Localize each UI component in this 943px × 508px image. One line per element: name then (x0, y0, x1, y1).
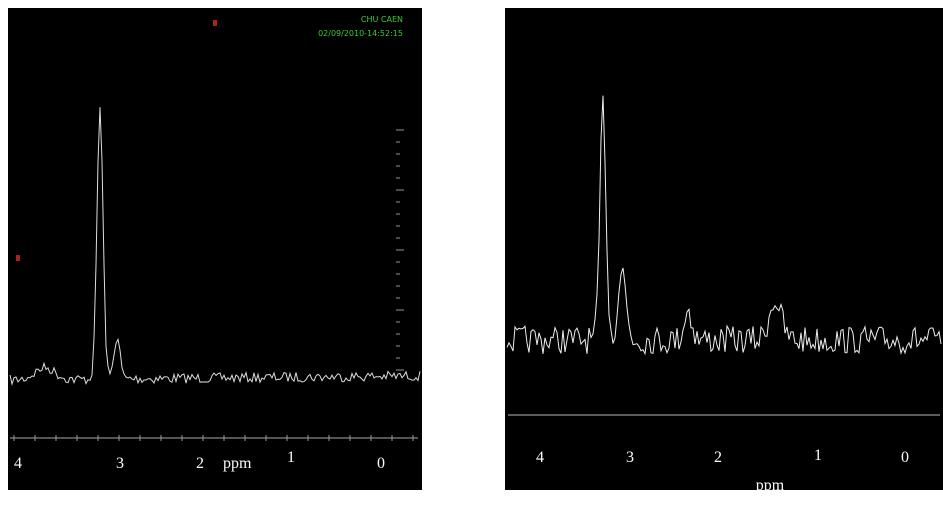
right-spectrum (506, 95, 942, 356)
scale-ticks (13, 129, 414, 441)
site-label: CHU CAEN (361, 15, 403, 24)
axis-label: 1 (814, 447, 822, 464)
unit-label: ppm (756, 477, 785, 494)
axis-label: 1 (287, 449, 295, 466)
axis-label: ppm (223, 455, 252, 472)
axis-label: 4 (14, 455, 22, 472)
left-spectrum (9, 107, 421, 387)
axis-label: 2 (714, 449, 722, 466)
left-panel (8, 8, 422, 490)
axis-label: 2 (196, 455, 204, 472)
marker (16, 255, 20, 261)
right-panel (505, 8, 943, 490)
axis-label: 3 (116, 455, 124, 472)
axis-label: 3 (626, 449, 634, 466)
axis-label: 4 (536, 449, 544, 466)
axis-label: 0 (901, 449, 909, 466)
axis-label: 0 (377, 455, 385, 472)
marker (213, 20, 217, 26)
timestamp: 02/09/2010-14:52:15 (318, 29, 403, 38)
